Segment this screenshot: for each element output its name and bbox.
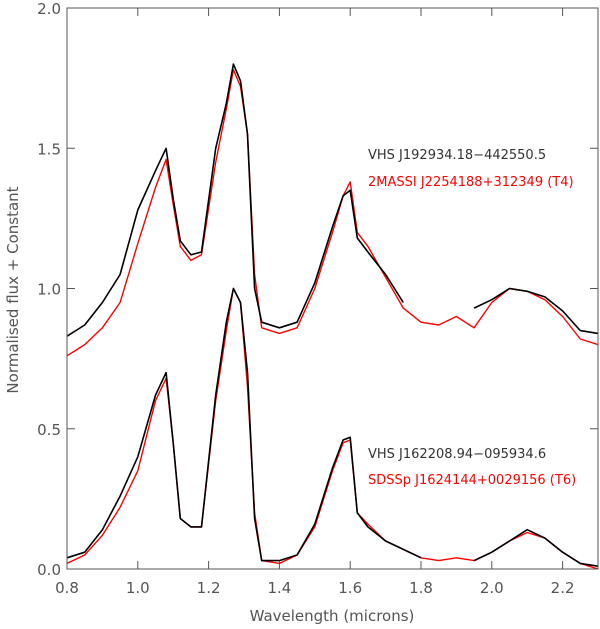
x-axis: 0.8 1.0 1.2 1.4 1.6 1.8 2.0 2.2 <box>55 8 575 597</box>
x-tick-label: 2.0 <box>480 579 504 597</box>
x-axis-title: Wavelength (microns) <box>250 607 415 625</box>
series-line-1 <box>66 63 599 337</box>
annotation-bottom-template: SDSSp J1624144+0029156 (T6) <box>368 473 576 488</box>
annotation-top-template: 2MASSI J2254188+312349 (T4) <box>368 175 574 190</box>
x-tick-label: 2.2 <box>551 579 575 597</box>
x-tick-label: 0.8 <box>55 579 79 597</box>
y-axis-title: Normalised flux + Constant <box>4 186 22 393</box>
y-tick-label: 1.5 <box>37 140 61 158</box>
x-tick-label: 1.4 <box>267 579 291 597</box>
x-tick-label: 1.6 <box>338 579 362 597</box>
y-tick-label: 2.0 <box>37 0 61 18</box>
x-tick-label: 1.2 <box>197 579 221 597</box>
series-layer <box>66 63 599 570</box>
series-line-0 <box>66 69 599 357</box>
y-axis: 0.0 0.5 1.0 1.5 2.0 <box>37 0 598 579</box>
annotation-top-object: VHS J192934.18−442550.5 <box>368 148 546 163</box>
annotation-bottom-object: VHS J162208.94−095934.6 <box>368 447 546 462</box>
y-tick-label: 1.0 <box>37 281 61 299</box>
y-tick-label: 0.0 <box>37 561 61 579</box>
x-tick-label: 1.8 <box>409 579 433 597</box>
y-tick-label: 0.5 <box>37 421 61 439</box>
series-line-3 <box>66 287 599 567</box>
x-tick-label: 1.0 <box>126 579 150 597</box>
